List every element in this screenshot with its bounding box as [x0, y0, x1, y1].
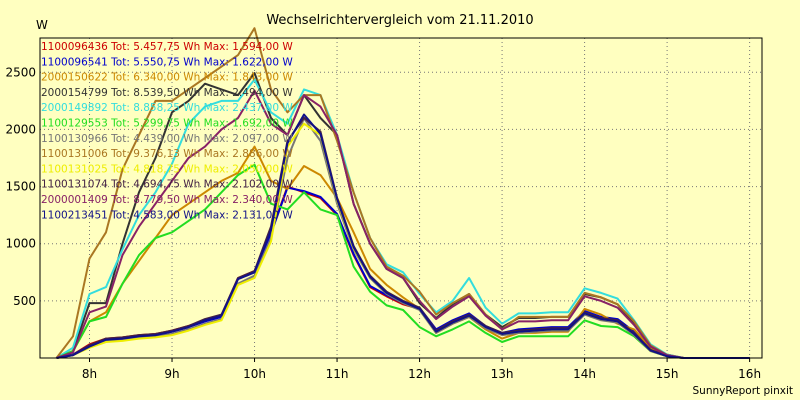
y-tick-label: 500: [13, 294, 36, 308]
x-tick-label: 13h: [491, 367, 514, 381]
chart-title: Wechselrichtervergleich vom 21.11.2010: [266, 13, 533, 28]
legend-entry-2000001409: 2000001409 Tot: 8.779,50 Wh Max: 2.340,0…: [41, 194, 293, 206]
axes: 500 1000 1500 2000 2500 8h 9h 10h 11h 12h 13h 14h 15…: [5, 37, 763, 381]
legend-entry-1100213451: 1100213451 Tot: 4.583,00 Wh Max: 2.131,0…: [41, 209, 293, 221]
y-tick-label: 2500: [5, 65, 36, 79]
x-tick-label: 14h: [573, 367, 596, 381]
x-tick-label: 8h: [82, 367, 97, 381]
legend-entry-1100131006: 1100131006 Tot: 9.376,13 Wh Max: 2.886,0…: [41, 148, 293, 160]
legend-entry-2000154799: 2000154799 Tot: 8.539,50 Wh Max: 2.494,0…: [41, 87, 293, 99]
series-lines: [55, 27, 750, 359]
y-tick-label: 1500: [5, 180, 36, 194]
legend-entry-1100096541: 1100096541 Tot: 5.550,75 Wh Max: 1.622,0…: [41, 56, 293, 68]
legend-entry-1100129553: 1100129553 Tot: 5.299,75 Wh Max: 1.692,0…: [41, 118, 293, 130]
series-line-2000001409: [56, 89, 750, 359]
x-tick-label: 9h: [164, 367, 179, 381]
series-line-1100213451: [56, 113, 750, 359]
legend-entry-1100130966: 1100130966 Tot: 4.439,00 Wh Max: 2.097,0…: [41, 133, 293, 145]
x-tick-label: 12h: [408, 367, 431, 381]
series-line-1100131006: [55, 27, 750, 359]
x-tick-label: 15h: [656, 367, 679, 381]
y-tick-label: 2000: [5, 122, 36, 136]
y-tick-label: 1000: [5, 237, 36, 251]
legend-entry-1100096436: 1100096436 Tot: 5.457,75 Wh Max: 1.594,0…: [41, 41, 293, 53]
legend-entry-1100131074: 1100131074 Tot: 4.694,75 Wh Max: 2.102,0…: [41, 179, 293, 191]
legend: 1100096436 Tot: 5.457,75 Wh Max: 1.594,0…: [41, 41, 293, 221]
chart-footer: SunnyReport pinxit: [693, 385, 793, 397]
series-line-2000150622: [56, 145, 750, 359]
legend-entry-2000149892: 2000149892 Tot: 8.858,25 Wh Max: 2.437,0…: [41, 102, 293, 114]
legend-entry-2000150622: 2000150622 Tot: 6.340,00 Wh Max: 1.843,0…: [41, 72, 293, 84]
x-tick-label: 11h: [326, 367, 349, 381]
x-tick-label: 16h: [738, 367, 761, 381]
x-tick-label: 10h: [243, 367, 266, 381]
y-axis-label: W: [36, 18, 48, 32]
legend-entry-1100131025: 1100131025 Tot: 4.818,75 Wh Max: 2.050,0…: [41, 163, 293, 175]
plot-border: [39, 37, 763, 359]
